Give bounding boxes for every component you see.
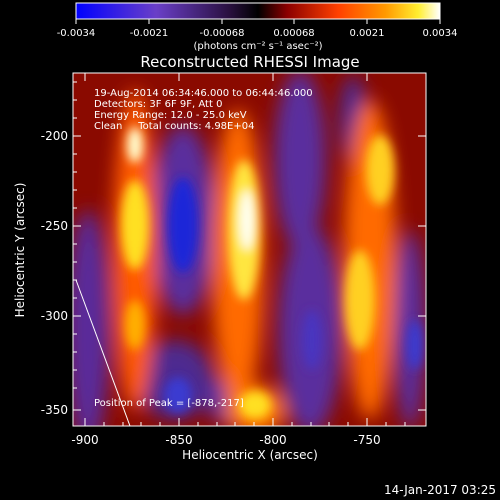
peak-position-label: Position of Peak = [-878,-217]: [94, 398, 244, 409]
y-tick-label: -200: [41, 129, 68, 143]
colorbar-tick-label: -0.00068: [200, 28, 245, 39]
limb-line: [75, 279, 131, 426]
x-axis-title: Heliocentric X (arcsec): [182, 448, 318, 462]
x-tick-label: -750: [353, 433, 380, 447]
y-tick-label: -350: [41, 403, 68, 417]
colorbar-tick-label: -0.0034: [57, 28, 96, 39]
colorbar-tick-label: 0.0021: [350, 28, 385, 39]
colorbar: -0.0034 -0.0021 -0.00068 0.00068 0.0021 …: [57, 2, 458, 52]
colorbar-tick-label: 0.0034: [423, 28, 458, 39]
x-tick-label: -850: [165, 433, 192, 447]
y-tick-label: -250: [41, 219, 68, 233]
render-timestamp: 14-Jan-2017 03:25: [384, 483, 496, 497]
annotation-detectors: Detectors: 3F 6F 9F, Att 0: [94, 99, 222, 110]
colorbar-tick-label: 0.00068: [273, 28, 314, 39]
x-tick-label: -800: [259, 433, 286, 447]
colorbar-gradient: [75, 2, 441, 20]
y-axis-title: Heliocentric Y (arcsec): [13, 183, 27, 318]
colorbar-units: (photons cm⁻² s⁻¹ asec⁻²): [193, 41, 322, 52]
plot-title: Reconstructed RHESSI Image: [140, 53, 359, 71]
plot-frame: [72, 72, 427, 427]
y-tick-label: -300: [41, 309, 68, 323]
rhessi-map-image: [73, 73, 426, 426]
annotation-method-counts: Clean Total counts: 4.98E+04: [94, 121, 254, 132]
annotation-time-range: 19-Aug-2014 06:34:46.000 to 06:44:46.000: [94, 88, 313, 99]
x-tick-label: -900: [71, 433, 98, 447]
annotation-energy-range: Energy Range: 12.0 - 25.0 keV: [94, 110, 247, 121]
colorbar-tick-label: -0.0021: [130, 28, 169, 39]
annotations: 19-Aug-2014 06:34:46.000 to 06:44:46.000…: [94, 88, 313, 409]
